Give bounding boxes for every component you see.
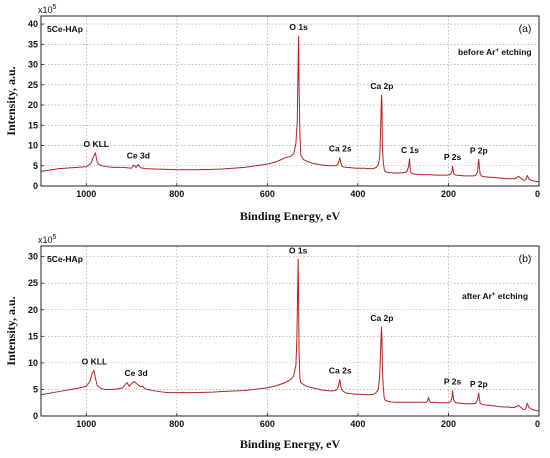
peak-label-a: Ce 3d bbox=[127, 151, 150, 161]
peak-label-b: Ca 2p bbox=[370, 313, 393, 323]
panel-label-a: (a) bbox=[519, 23, 532, 35]
x-tick-label-a: 200 bbox=[441, 189, 456, 199]
peak-label-b: Ca 2s bbox=[329, 365, 352, 375]
peak-label-b: Ce 3d bbox=[124, 368, 147, 378]
peak-label-a: C 1s bbox=[401, 145, 419, 155]
peak-label-b: O 1s bbox=[289, 245, 308, 255]
peak-label-b: P 2s bbox=[444, 377, 462, 387]
plot-frame-a bbox=[40, 15, 540, 187]
y-tick-label-a: 25 bbox=[28, 80, 38, 90]
y-tick-label-a: 40 bbox=[28, 19, 38, 29]
peak-label-b: P 2p bbox=[470, 379, 488, 389]
x-axis-title-a: Binding Energy, eV bbox=[240, 209, 341, 223]
peak-label-a: O KLL bbox=[83, 139, 109, 149]
y-tick-label-b: 10 bbox=[28, 358, 38, 368]
y-tick-label-a: 20 bbox=[28, 100, 38, 110]
y-tick-label-a: 35 bbox=[28, 39, 38, 49]
series-group-a bbox=[40, 35, 540, 183]
series-group-b bbox=[40, 258, 539, 412]
x-tick-labels-b: 1000 800 600 400 200 0 bbox=[76, 413, 540, 429]
plot-frame-b bbox=[40, 245, 540, 417]
x-tick-label-b: 0 bbox=[535, 419, 540, 429]
x-tick-label-a: 800 bbox=[169, 189, 184, 199]
x-tick-label-b: 800 bbox=[169, 419, 184, 429]
spectrum-line-b bbox=[40, 258, 539, 412]
condition-label-b: after Ar+ etching bbox=[462, 291, 528, 301]
condition-label-a: before Ar+ etching bbox=[458, 47, 532, 57]
y-tick-label-b: 30 bbox=[28, 252, 38, 262]
y-tick-labels-a: 0 5 10 15 20 25 30 35 40 bbox=[28, 19, 44, 191]
x-tick-label-b: 1000 bbox=[76, 419, 96, 429]
grid-b bbox=[41, 246, 539, 416]
y-tick-label-a: 30 bbox=[28, 60, 38, 70]
x-tick-label-a: 0 bbox=[535, 189, 540, 199]
peak-label-a: Ca 2s bbox=[329, 144, 352, 154]
y-axis-title-a: Intensity, a.u. bbox=[4, 66, 18, 135]
panel-label-b: (b) bbox=[519, 253, 532, 265]
spectrum-line-a bbox=[40, 35, 540, 183]
x-tick-label-b: 200 bbox=[441, 419, 456, 429]
y-tick-labels-b: 0 5 10 15 20 25 30 bbox=[28, 252, 44, 421]
x-tick-label-b: 400 bbox=[350, 419, 365, 429]
peak-label-a: P 2s bbox=[444, 152, 462, 162]
panel-a: x105 0 5 10 15 20 25 30 35 40 1000 800 600 400 200 0 … bbox=[4, 4, 540, 223]
x-axis-title-b: Binding Energy, eV bbox=[240, 437, 341, 451]
peak-labels-a: O KLL Ce 3d O 1s Ca 2s Ca 2p C 1s P 2s P 2p bbox=[83, 22, 487, 162]
x-tick-label-a: 600 bbox=[260, 189, 275, 199]
sample-label-b: 5Ce-HAp bbox=[47, 254, 83, 264]
x-tick-label-a: 1000 bbox=[76, 189, 96, 199]
peak-labels-b: O KLL Ce 3d O 1s Ca 2s Ca 2p P 2s P 2p bbox=[82, 245, 488, 389]
peak-label-a: O 1s bbox=[289, 22, 308, 32]
sample-label-a: 5Ce-HAp bbox=[47, 24, 83, 34]
peak-label-a: Ca 2p bbox=[370, 81, 393, 91]
x-tick-label-b: 600 bbox=[260, 419, 275, 429]
peak-label-a: P 2p bbox=[470, 145, 488, 155]
x-tick-labels-a: 1000 800 600 400 200 0 bbox=[76, 183, 540, 199]
peak-label-b: O KLL bbox=[82, 356, 108, 366]
y-axis-title-b: Intensity, a.u. bbox=[4, 296, 18, 365]
y-tick-label-b: 0 bbox=[33, 411, 38, 421]
y-tick-label-a: 15 bbox=[28, 120, 38, 130]
y-tick-label-b: 20 bbox=[28, 305, 38, 315]
grid-a bbox=[41, 16, 539, 186]
y-multiplier-b: x105 bbox=[38, 234, 57, 245]
panel-b: x105 0 5 10 15 20 25 30 1000 800 600 400 200 0 O KL… bbox=[4, 234, 540, 451]
x-tick-label-a: 400 bbox=[350, 189, 365, 199]
y-tick-label-a: 5 bbox=[33, 161, 38, 171]
y-tick-label-b: 5 bbox=[33, 384, 38, 394]
y-tick-label-a: 10 bbox=[28, 141, 38, 151]
y-multiplier-a: x105 bbox=[38, 4, 57, 15]
y-tick-label-b: 25 bbox=[28, 278, 38, 288]
y-tick-label-b: 15 bbox=[28, 331, 38, 341]
y-tick-label-a: 0 bbox=[33, 181, 38, 191]
